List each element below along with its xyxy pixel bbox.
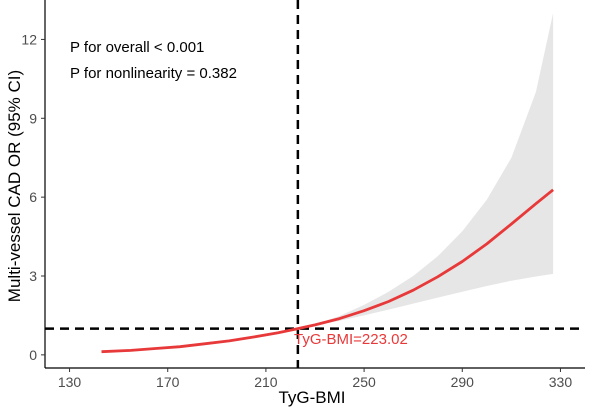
x-tick-label: 330: [549, 374, 573, 390]
y-tick-label: 0: [29, 347, 37, 363]
y-tick-label: 9: [29, 110, 37, 126]
or-curve-line: [101, 188, 554, 354]
x-tick-label: 210: [254, 374, 278, 390]
y-tick-label: 3: [29, 268, 37, 284]
y-axis-title: Multi-vessel CAD OR (95% CI): [5, 70, 24, 302]
x-axis-title: TyG-BMI: [278, 388, 345, 407]
annotation-p-nonlinearity: P for nonlinearity = 0.382: [70, 65, 237, 82]
x-tick-label: 290: [451, 374, 475, 390]
annotation-p-overall: P for overall < 0.001: [70, 39, 204, 56]
x-tick-label: 170: [156, 374, 180, 390]
ci-band: [297, 13, 554, 329]
y-tick-label: 6: [29, 189, 37, 205]
cutoff-label: TyG-BMI=223.02: [294, 331, 408, 348]
x-tick-label: 250: [352, 374, 376, 390]
y-tick-label: 12: [21, 31, 37, 47]
x-tick-label: 130: [58, 374, 82, 390]
annotation-block: P for overall < 0.001 P for nonlinearity…: [70, 39, 237, 82]
